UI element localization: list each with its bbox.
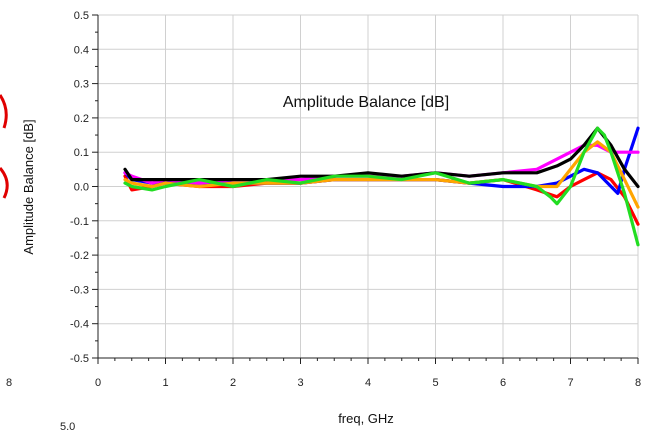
x-tick-label: 8 bbox=[635, 377, 641, 389]
tick-labels: 0.5 0.4 0.3 0.2 0.1 0.0 -0.1 -0.2 -0.3 -0.4 -0.5 0 1… bbox=[70, 10, 641, 389]
y-tick-label: 0.0 bbox=[74, 182, 89, 194]
x-tick-label: 0 bbox=[95, 377, 101, 389]
y-tick-label: 0.1 bbox=[74, 147, 89, 159]
cropped-bottom-tick: 5.0 bbox=[60, 421, 75, 430]
x-tick-label: 7 bbox=[567, 377, 573, 389]
y-tick-label: -0.4 bbox=[70, 319, 89, 331]
chart-title: Amplitude Balance [dB] bbox=[283, 94, 449, 111]
y-tick-label: 0.5 bbox=[74, 10, 89, 22]
y-tick-label: 0.3 bbox=[74, 79, 89, 91]
x-tick-label: 3 bbox=[297, 377, 303, 389]
x-axis-label: freq, GHz bbox=[338, 411, 394, 426]
x-tick-label: 2 bbox=[230, 377, 236, 389]
y-tick-label: 0.4 bbox=[74, 44, 89, 56]
x-tick-label: 4 bbox=[365, 377, 371, 389]
x-tick-label: 6 bbox=[500, 377, 506, 389]
x-tick-label: 1 bbox=[162, 377, 168, 389]
y-axis-label: Amplitude Balance [dB] bbox=[21, 119, 36, 254]
y-tick-label: 0.2 bbox=[74, 113, 89, 125]
cropped-left-curve bbox=[0, 95, 7, 198]
y-tick-label: -0.1 bbox=[70, 216, 89, 228]
cropped-left-tick: 8 bbox=[6, 377, 12, 389]
y-tick-label: -0.5 bbox=[70, 353, 89, 365]
axes bbox=[92, 15, 638, 364]
y-tick-label: -0.2 bbox=[70, 250, 89, 262]
y-tick-label: -0.3 bbox=[70, 284, 89, 296]
x-tick-label: 5 bbox=[432, 377, 438, 389]
